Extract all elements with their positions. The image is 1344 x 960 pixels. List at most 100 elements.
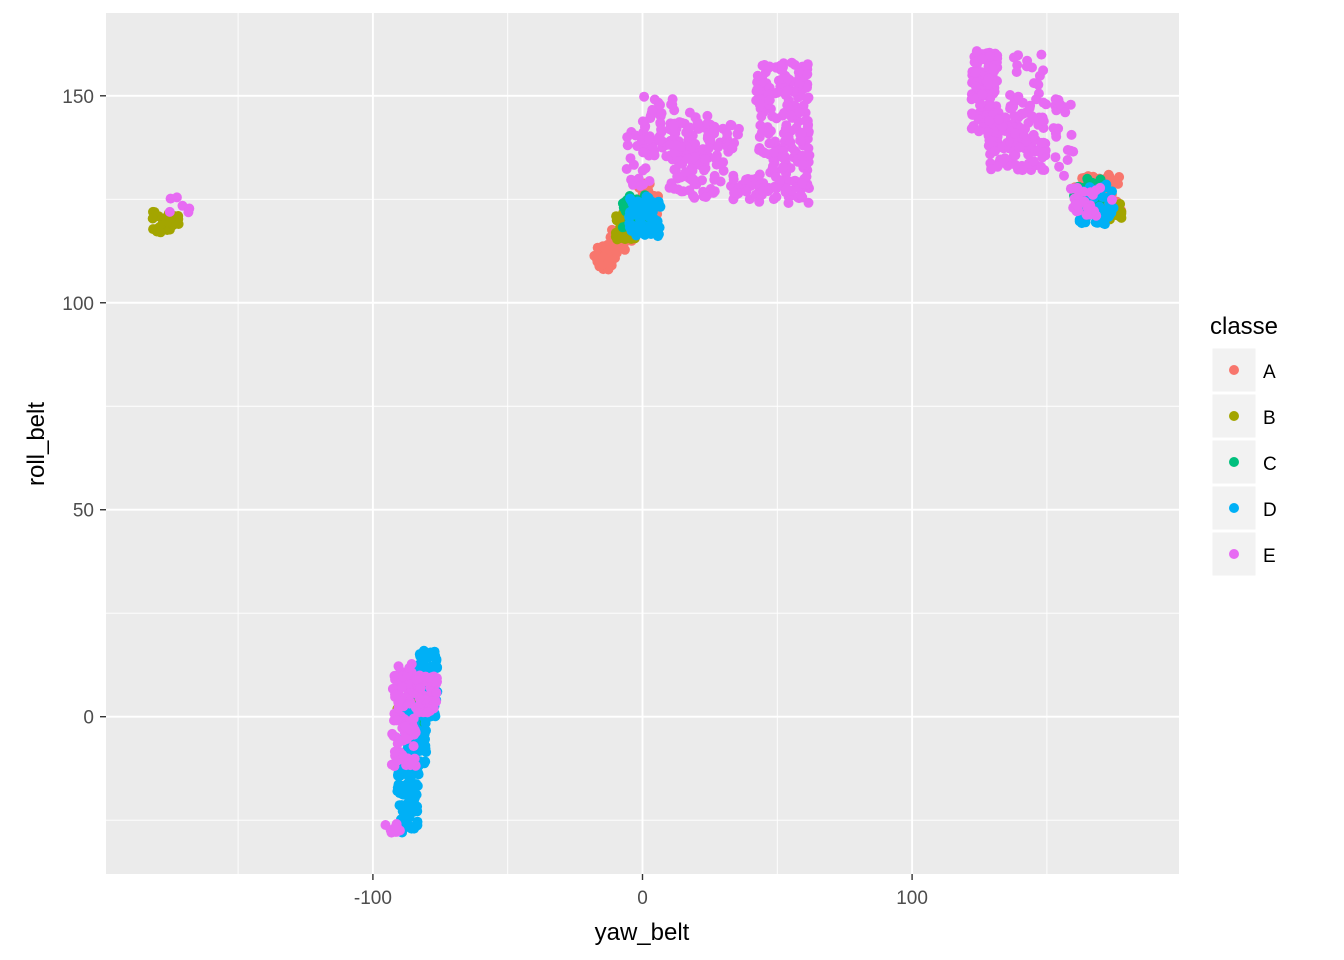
data-point	[656, 108, 667, 119]
data-point	[400, 721, 411, 732]
data-point	[782, 183, 792, 194]
data-point	[1033, 79, 1044, 90]
data-point	[801, 62, 812, 72]
data-point	[656, 124, 667, 135]
data-point	[1054, 161, 1065, 172]
x-tick-label: 100	[896, 888, 928, 909]
data-point	[1059, 170, 1069, 181]
data-point	[432, 662, 443, 673]
data-point	[639, 91, 650, 102]
data-point	[1051, 131, 1062, 142]
data-point	[164, 206, 175, 217]
data-point	[671, 140, 682, 151]
x-tick-label: -100	[354, 888, 392, 909]
data-point	[1008, 52, 1019, 63]
data-point	[781, 120, 792, 131]
legend-swatch-D	[1229, 503, 1239, 513]
data-point	[150, 224, 161, 235]
y-tick-label: 0	[83, 708, 94, 729]
data-point	[783, 198, 794, 208]
y-axis-ticks: 0 50 100 150	[62, 87, 106, 729]
data-point	[763, 128, 774, 139]
data-point	[757, 186, 768, 196]
data-point	[1060, 107, 1071, 118]
data-point	[682, 153, 693, 164]
data-point	[772, 87, 782, 98]
data-point	[727, 143, 738, 154]
data-point	[667, 99, 678, 110]
data-point	[147, 213, 158, 224]
data-point	[624, 207, 635, 218]
data-point	[637, 116, 648, 127]
data-point	[989, 146, 1000, 157]
legend-label-D: D	[1263, 500, 1277, 521]
data-point	[977, 89, 988, 100]
data-point	[777, 152, 788, 163]
data-point	[1010, 150, 1021, 161]
data-point	[1028, 156, 1039, 167]
data-point	[1027, 111, 1038, 122]
data-point	[1062, 155, 1073, 165]
data-point	[1005, 103, 1016, 114]
data-point	[713, 142, 724, 153]
legend-label-E: E	[1263, 546, 1276, 567]
data-point	[780, 90, 791, 101]
data-point	[690, 138, 701, 149]
data-point	[624, 218, 635, 229]
data-point	[625, 195, 636, 206]
data-point	[647, 104, 658, 115]
data-point	[986, 164, 997, 175]
data-point	[432, 676, 442, 687]
data-point	[414, 692, 425, 703]
data-point	[622, 140, 633, 151]
data-point	[797, 159, 808, 170]
data-point	[987, 63, 998, 74]
data-point	[1072, 182, 1083, 193]
y-tick-label: 50	[73, 501, 94, 522]
data-point	[984, 100, 995, 111]
data-point	[692, 117, 703, 128]
data-point	[796, 127, 807, 138]
data-point	[802, 69, 813, 80]
data-point	[973, 126, 984, 137]
data-point	[803, 143, 814, 154]
data-point	[389, 746, 400, 757]
data-point	[718, 165, 729, 176]
data-point	[1024, 103, 1035, 114]
data-point	[756, 111, 767, 122]
data-point	[415, 682, 426, 693]
data-point	[770, 172, 781, 182]
data-point	[771, 191, 782, 202]
data-point	[797, 178, 808, 189]
data-point	[741, 186, 752, 197]
data-point	[782, 100, 793, 111]
data-point	[754, 196, 765, 207]
data-point	[752, 84, 763, 95]
data-point	[1065, 145, 1076, 156]
data-point	[722, 128, 733, 139]
data-point	[702, 110, 713, 121]
data-point	[1033, 88, 1044, 99]
data-point	[1106, 205, 1117, 216]
data-point	[431, 687, 442, 698]
data-point	[982, 76, 993, 87]
data-point	[1050, 152, 1061, 163]
data-point	[408, 741, 419, 752]
data-point	[400, 734, 411, 745]
data-point	[655, 99, 665, 110]
data-point	[982, 127, 993, 138]
data-point	[653, 226, 663, 237]
data-point	[1055, 99, 1066, 110]
data-point	[399, 788, 410, 799]
data-point	[1021, 61, 1032, 72]
y-axis-title: roll_belt	[23, 402, 50, 486]
data-point	[688, 174, 699, 185]
data-point	[729, 187, 740, 198]
data-point	[715, 176, 726, 187]
data-point	[171, 192, 182, 203]
data-point	[778, 162, 789, 173]
data-point	[1036, 49, 1047, 60]
data-point	[637, 165, 648, 176]
data-point	[391, 715, 402, 726]
data-point	[992, 50, 1003, 61]
